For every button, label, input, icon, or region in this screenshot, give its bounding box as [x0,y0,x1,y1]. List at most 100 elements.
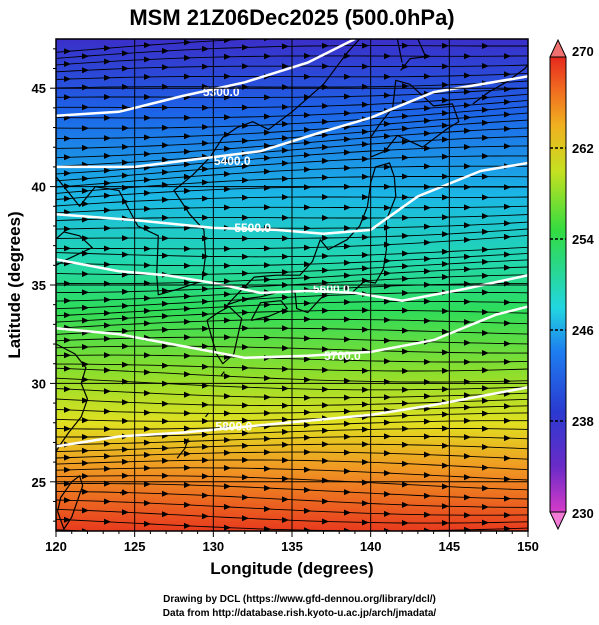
streamline-arrow [104,465,111,472]
streamline-arrow [442,81,449,88]
coastline [120,489,125,494]
streamline-arrow [344,136,351,143]
streamline-arrow [82,53,89,60]
streamline-arrow [64,170,71,177]
streamline-arrow [442,386,449,393]
streamline-arrow [282,475,289,482]
streamline-arrow [424,298,431,305]
streamline-arrow [402,83,409,90]
streamline-arrow [224,278,231,285]
streamline-arrow [64,245,71,252]
streamline-arrow [304,139,311,146]
streamline-arrow [344,420,351,427]
streamline-arrow [104,135,111,142]
streamline-arrow [344,299,351,306]
streamline-arrow [482,504,489,510]
streamline-arrow [104,335,111,342]
streamline-arrow [162,142,169,149]
streamline-arrow [122,302,129,309]
streamline-arrow [482,119,489,126]
streamline-arrow [282,104,289,110]
streamline-arrow [264,449,271,456]
streamline-arrow [282,366,289,372]
streamline-arrow [384,317,391,323]
streamline-arrow [202,418,209,425]
streamline-arrow [184,161,191,168]
streamline-arrow [504,435,511,442]
streamline-arrow [184,293,191,300]
streamline-arrow [264,168,271,175]
streamline-arrow [82,216,89,223]
streamline-arrow [504,53,511,60]
streamline-arrow [304,152,311,158]
streamline-arrow [322,325,329,332]
coastline [400,39,427,71]
streamline-arrow [344,272,351,279]
contour-label: 5600.0 [313,282,350,296]
streamline-arrow [322,174,329,181]
streamline-arrow [504,403,511,410]
streamline-arrow [362,519,369,526]
streamline-arrow [362,156,369,162]
streamline-arrow [304,244,311,251]
streamline-arrow [202,401,209,408]
streamline-arrow [224,437,231,443]
streamline-arrow [264,94,271,101]
streamline-arrow [202,382,209,389]
streamline-arrow [184,173,191,180]
streamline-arrow [104,426,111,433]
chart-title: MSM 21Z06Dec2025 (500.0hPa) [129,5,454,30]
streamline-arrow [282,235,289,242]
streamline-arrow [362,101,369,108]
streamline-arrow [82,473,89,480]
streamline-arrow [304,507,311,514]
x-tick-label: 140 [360,539,382,554]
contour-label: 5400.0 [214,154,251,168]
streamline-arrow [184,371,191,378]
streamline-arrow [384,470,391,477]
streamline-arrow [264,155,271,161]
coastline [472,64,528,105]
streamline-arrow [82,397,89,404]
streamline-arrow [482,519,489,526]
streamline-arrow [402,400,409,407]
streamline-arrow [424,358,431,365]
credit-data-source: Data from http://database.rish.kyoto-u.a… [162,608,437,619]
streamline-arrow [122,315,129,322]
streamline-arrow [264,435,271,442]
streamline-arrow [104,152,111,159]
streamline-arrow [304,376,311,383]
streamline-arrow [424,239,431,246]
streamline-arrow [442,194,449,201]
streamline-arrow [82,376,89,383]
streamline-arrow [162,418,169,425]
streamline-arrow [384,224,391,231]
streamline-arrow [482,63,489,69]
streamline-arrow [442,483,449,490]
streamline-arrow [362,441,369,448]
streamline-arrow [282,402,289,409]
streamline-arrow [402,154,409,161]
streamline-arrow [104,94,111,100]
streamline-arrow [144,426,151,432]
streamline-arrow [362,252,369,258]
streamline-arrow [482,410,489,417]
coastline [176,438,189,459]
streamline-arrow [122,288,129,295]
y-axis-label: Latitude (degrees) [5,211,24,358]
streamline-arrow [82,84,89,91]
streamline-arrow [442,462,449,469]
streamline-arrow [144,320,151,327]
streamline-arrow [122,328,129,335]
streamline-arrow [504,525,511,531]
streamline-arrow [504,476,511,483]
streamline-arrow [344,149,351,156]
streamline-arrow [122,172,129,179]
x-axis-ticks: 120 125 130 135 140 145 150 [45,531,539,554]
streamline-arrow [504,125,511,132]
streamline-arrow [224,186,231,193]
streamline-arrow [184,522,191,529]
streamline-arrow [64,386,71,393]
streamline-arrow [344,243,351,250]
